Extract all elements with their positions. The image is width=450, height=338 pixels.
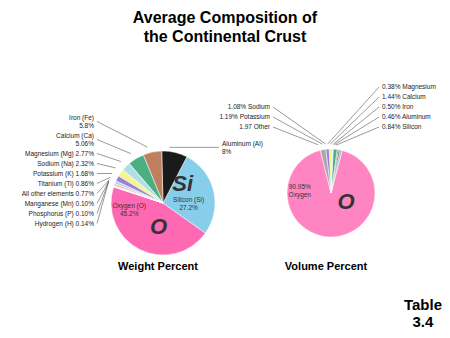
svg-text:O: O — [338, 189, 355, 214]
svg-text:0.38% Magnesium: 0.38% Magnesium — [382, 83, 436, 91]
html-text:Weight Percent: Weight Percent — [118, 260, 198, 272]
svg-text:Hydrogen (H) 0.14%: Hydrogen (H) 0.14% — [35, 220, 94, 228]
svg-text:Manganese (Mn) 0.10%: Manganese (Mn) 0.10% — [25, 200, 95, 208]
svg-text:Iron (Fe)5.8%: Iron (Fe)5.8% — [69, 114, 94, 129]
svg-text:0.46% Aluminum: 0.46% Aluminum — [382, 113, 431, 120]
html-text:Average Composition of: Average Composition of — [132, 9, 318, 26]
svg-text:Silicon (Si)27.2%: Silicon (Si)27.2% — [173, 196, 204, 211]
svg-text:Calcium (Ca)5.06%: Calcium (Ca)5.06% — [56, 132, 94, 147]
html-text:Volume Percent: Volume Percent — [284, 260, 368, 272]
svg-text:All other elements 0.77%: All other elements 0.77% — [22, 190, 94, 197]
svg-text:1.97 Other: 1.97 Other — [239, 123, 271, 130]
html-text:Table: Table — [403, 296, 442, 313]
svg-text:1.19% Potassium: 1.19% Potassium — [219, 113, 270, 120]
svg-text:Aluminum (Al)8%: Aluminum (Al)8% — [222, 140, 263, 155]
svg-text:Sodium (Na) 2.32%: Sodium (Na) 2.32% — [37, 160, 94, 168]
svg-text:0.50% Iron: 0.50% Iron — [382, 103, 414, 110]
svg-text:0.84% Silicon: 0.84% Silicon — [382, 123, 422, 130]
html-text:the Continental Crust: the Continental Crust — [143, 28, 307, 45]
svg-text:90.95%Oxygen: 90.95%Oxygen — [289, 183, 312, 199]
svg-text:Phosphorus (P) 0.10%: Phosphorus (P) 0.10% — [29, 210, 95, 218]
svg-text:O: O — [150, 214, 167, 239]
svg-text:1.44% Calcium: 1.44% Calcium — [382, 93, 426, 100]
html-text:3.4: 3.4 — [412, 313, 434, 330]
svg-text:Magnesium (Mg) 2.77%: Magnesium (Mg) 2.77% — [25, 150, 94, 158]
svg-text:Si: Si — [172, 171, 194, 196]
svg-text:Titanium (Ti) 0.86%: Titanium (Ti) 0.86% — [38, 180, 94, 188]
svg-text:Oxygen (O)45.2%: Oxygen (O)45.2% — [112, 202, 146, 217]
svg-text:Potassium (K) 1.68%: Potassium (K) 1.68% — [33, 170, 94, 178]
svg-text:1.08% Sodium: 1.08% Sodium — [228, 103, 270, 110]
